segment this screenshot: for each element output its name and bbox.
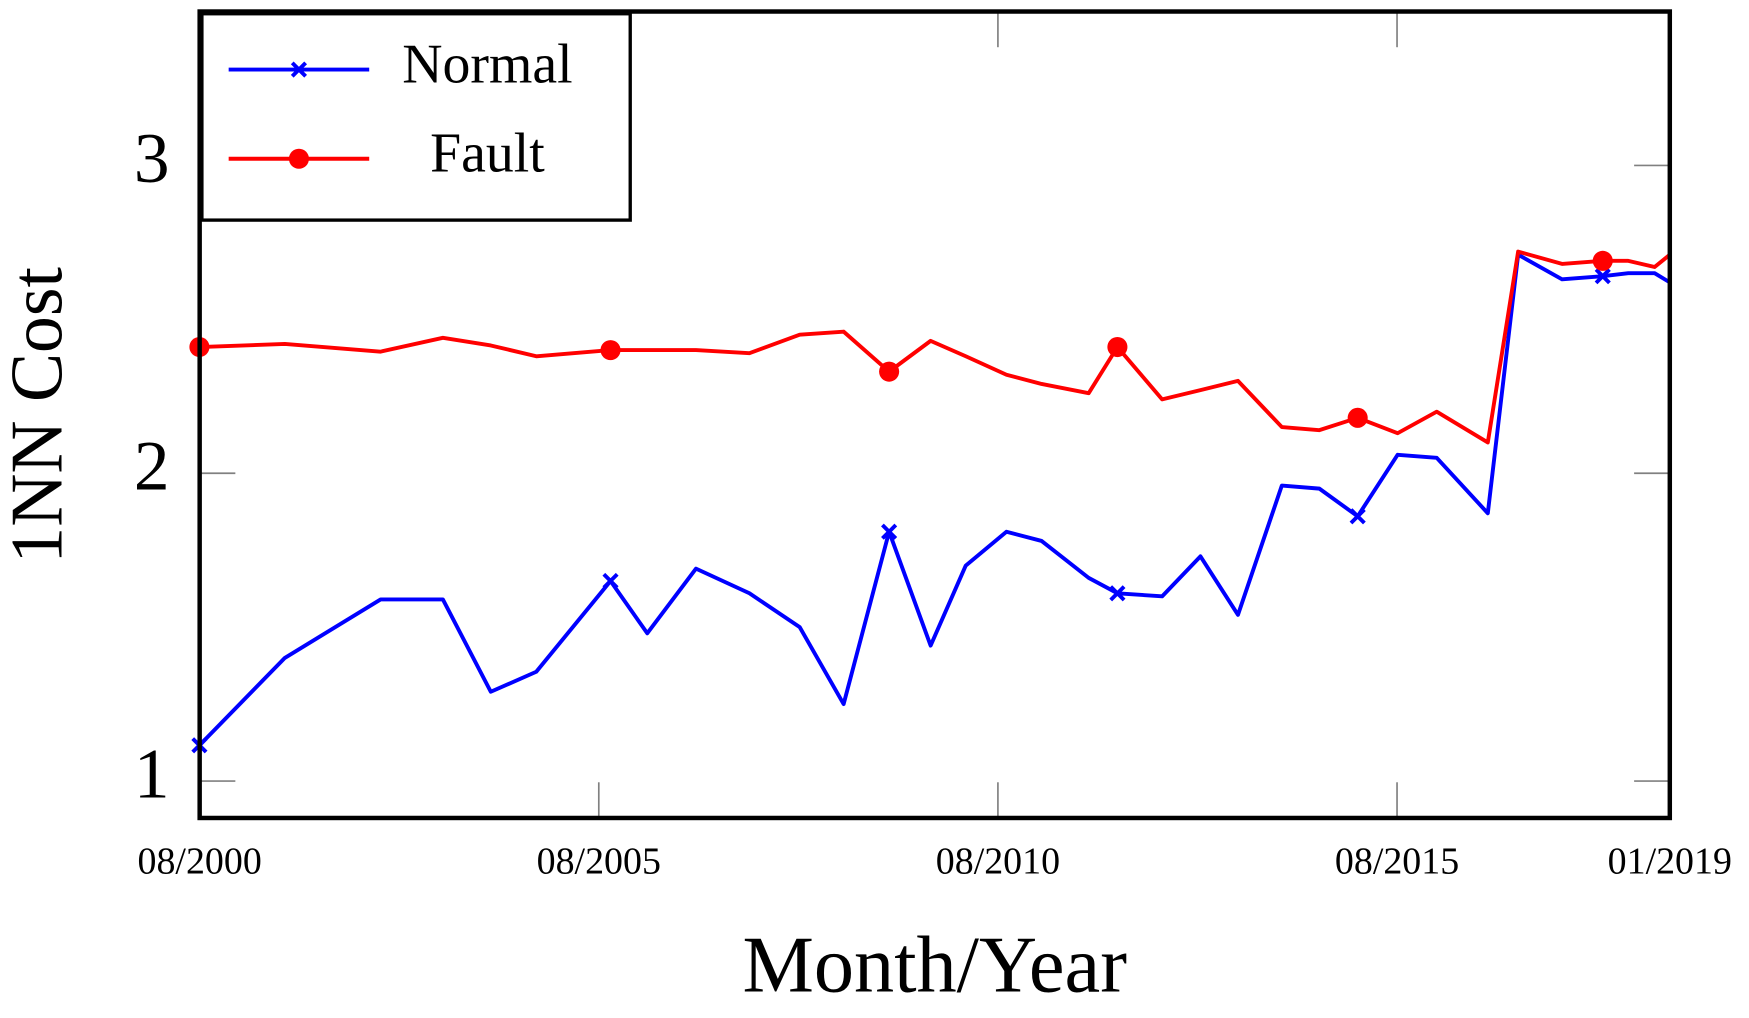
x-tick-label: 08/2010 <box>936 841 1060 883</box>
legend-label: Fault <box>430 123 545 185</box>
legend-label: Normal <box>402 33 572 95</box>
marker <box>1347 407 1368 428</box>
y-tick-label: 1 <box>134 734 170 813</box>
x-tick-label: 08/2015 <box>1335 841 1459 883</box>
marker <box>290 61 308 78</box>
legend: Normal Fault <box>200 12 632 222</box>
marker <box>288 148 309 169</box>
marker <box>600 340 621 361</box>
marker <box>1349 508 1366 525</box>
marker <box>1107 336 1128 358</box>
x-tick-label: 08/2000 <box>138 841 262 883</box>
marker <box>1109 585 1126 602</box>
x-tick-label: 01/2019 <box>1608 841 1732 883</box>
y-tick-label: 2 <box>134 427 170 506</box>
series-line <box>198 252 1671 747</box>
legend-box <box>200 12 632 222</box>
y-tick-label: 3 <box>134 119 170 198</box>
marker <box>879 361 900 382</box>
marker <box>881 523 898 540</box>
y-axis-label: 1NN Cost <box>0 266 78 563</box>
plot-frame <box>197 9 1673 821</box>
series-line <box>199 249 1672 445</box>
x-tick-label: 08/2005 <box>537 841 661 883</box>
marker <box>1592 250 1613 271</box>
x-axis-label: Month/Year <box>743 920 1128 1009</box>
marker <box>1594 268 1611 285</box>
marker <box>602 572 619 590</box>
